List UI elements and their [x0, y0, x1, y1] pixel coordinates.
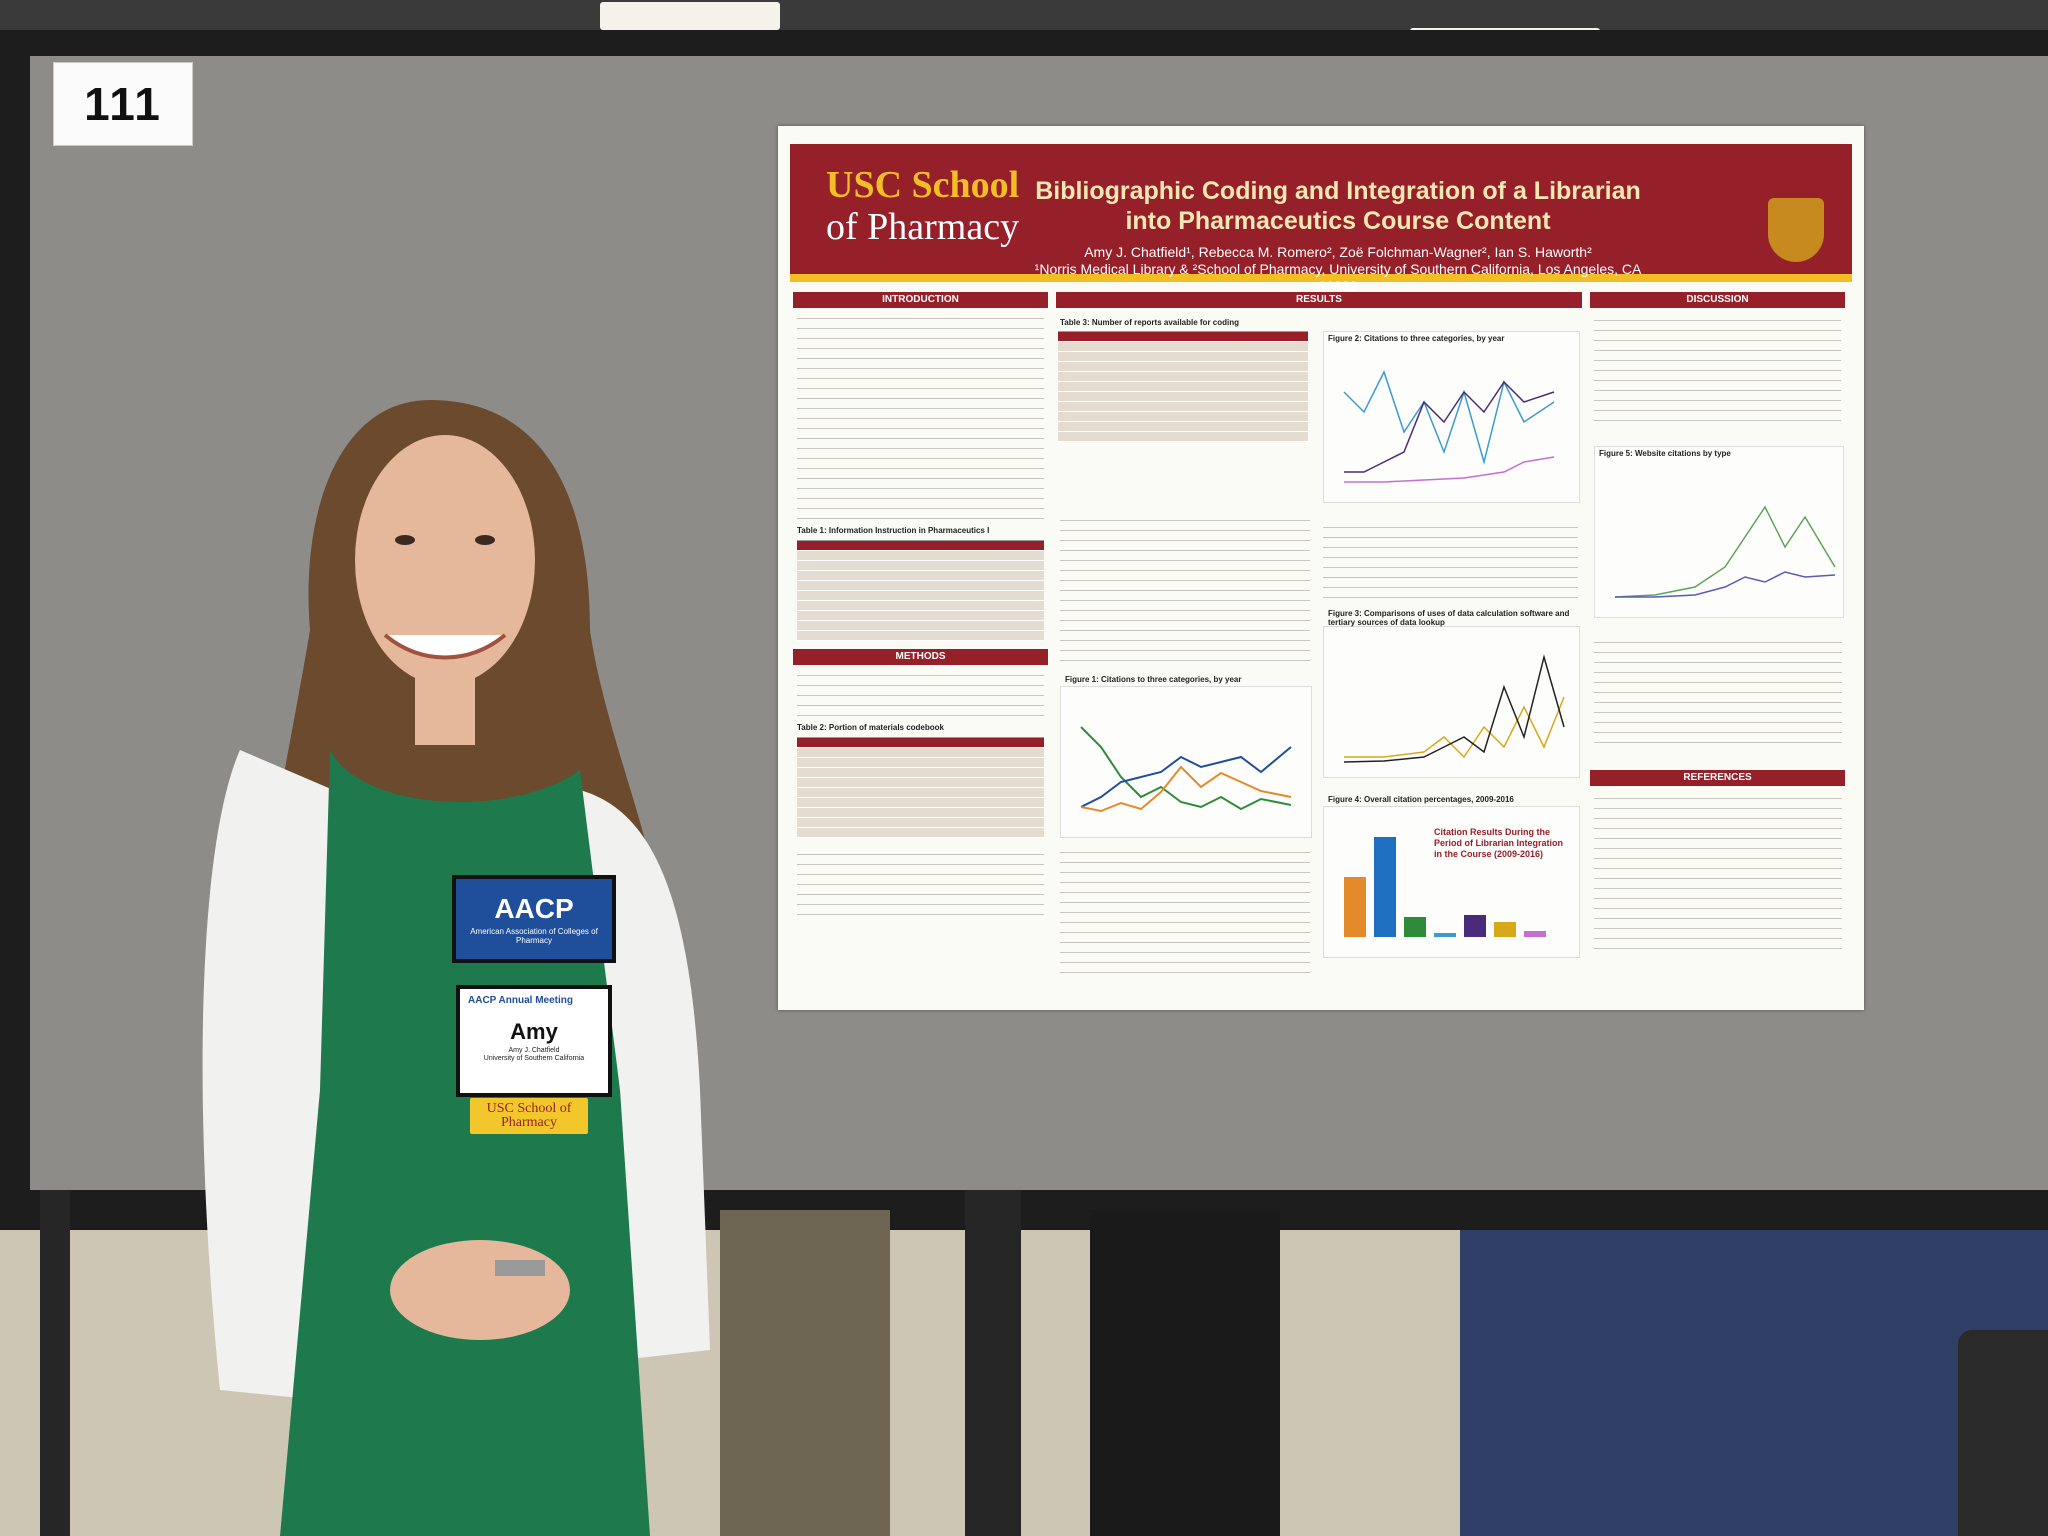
figure2-caption: Figure 2: Citations to three categories,… — [1328, 334, 1505, 343]
research-poster: USC School of Pharmacy Bibliographic Cod… — [778, 126, 1864, 1010]
figure4-chart: Figure 4: Overall citation percentages, … — [1323, 795, 1580, 958]
author-list: Amy J. Chatfield¹, Rebecca M. Romero², Z… — [1084, 244, 1592, 260]
section-discussion: DISCUSSION — [1590, 292, 1845, 308]
figure1-caption: Figure 1: Citations to three categories,… — [1065, 675, 1242, 684]
usc-logo-line1: USC School — [826, 164, 1020, 206]
figure3-caption: Figure 3: Comparisons of uses of data ca… — [1328, 609, 1570, 627]
figure1-chart: Figure 1: Citations to three categories,… — [1060, 675, 1312, 838]
carpet — [1460, 1200, 2048, 1536]
aacp-badge: AACP American Association of Colleges of… — [452, 875, 616, 963]
poster-banner-stripe — [790, 274, 1852, 282]
ceiling-light — [600, 2, 780, 30]
figure1-lines — [1080, 726, 1292, 813]
name-tag-first-name: Amy — [510, 1019, 558, 1044]
section-references: REFERENCES — [1590, 770, 1845, 786]
usc-ribbon: USC School of Pharmacy — [470, 1098, 588, 1134]
figure5-caption: Figure 5: Website citations by type — [1599, 449, 1731, 458]
table2 — [797, 737, 1044, 838]
table2-caption: Table 2: Portion of materials codebook — [797, 723, 944, 732]
name-tag: AACP Annual Meeting Amy Amy J. Chatfield… — [456, 985, 612, 1097]
name-tag-meeting: AACP Annual Meeting — [468, 995, 574, 1006]
introduction-text — [797, 312, 1044, 522]
person-behind-board — [720, 1210, 890, 1536]
poster-authors: Amy J. Chatfield¹, Rebecca M. Romero², Z… — [1018, 244, 1658, 295]
figure5-chart: Figure 5: Website citations by type — [1594, 446, 1844, 618]
badge-org-full: American Association of Colleges of Phar… — [470, 927, 598, 945]
table3 — [1058, 331, 1308, 442]
section-results: RESULTS — [1056, 292, 1582, 308]
figure3-lines — [1343, 654, 1565, 763]
figure4-caption: Figure 4: Overall citation percentages, … — [1328, 795, 1514, 804]
board-leg — [40, 1190, 70, 1536]
table1-caption: Table 1: Information Instruction in Phar… — [797, 526, 990, 535]
table3-caption: Table 3: Number of reports available for… — [1060, 318, 1239, 327]
ribbon-text: USC School of Pharmacy — [486, 1101, 572, 1130]
badge-org: AACP — [494, 893, 574, 924]
poster-column-results: RESULTS — [1056, 292, 1582, 308]
figure4-bars — [1344, 837, 1546, 937]
name-tag-details: Amy J. Chatfield University of Southern … — [460, 1047, 608, 1063]
table1 — [797, 540, 1044, 641]
results-text-3 — [1323, 521, 1578, 601]
board-leg — [965, 1190, 1021, 1536]
section-introduction: INTRODUCTION — [793, 292, 1048, 308]
figure3-chart: Figure 3: Comparisons of uses of data ca… — [1323, 609, 1580, 778]
poster-column-1: INTRODUCTION Table 1: Information Instru… — [793, 292, 1048, 928]
results-text-2 — [1060, 846, 1310, 976]
figure2-lines — [1343, 370, 1555, 483]
figure4-label: Citation Results During the Period of Li… — [1434, 827, 1564, 859]
poster-title: Bibliographic Coding and Integration of … — [1035, 177, 1641, 235]
usc-logo-line2: of Pharmacy — [826, 206, 1020, 248]
discussion-text — [1594, 314, 1841, 429]
poster-column-4: DISCUSSION — [1590, 292, 1845, 435]
suitcase — [1958, 1330, 2048, 1536]
usc-crest-icon — [1768, 198, 1824, 262]
affiliation: ¹Norris Medical Library & ²School of Pha… — [1034, 261, 1642, 294]
name-tag-institution: University of Southern California — [483, 1055, 585, 1062]
booth-number: 111 — [53, 62, 193, 146]
discussion-text-2 — [1594, 636, 1842, 746]
methods-text-2 — [797, 848, 1044, 918]
presenter-photo — [202, 400, 710, 1536]
figure2-chart: Figure 2: Citations to three categories,… — [1323, 331, 1580, 503]
figure5-lines — [1614, 505, 1836, 598]
methods-text — [797, 669, 1044, 719]
person-behind-board — [1090, 1210, 1280, 1536]
section-methods: METHODS — [793, 649, 1048, 665]
results-text — [1060, 514, 1310, 664]
poster-banner — [790, 144, 1852, 274]
references-text — [1594, 792, 1842, 952]
name-tag-full-name: Amy J. Chatfield — [508, 1047, 560, 1054]
